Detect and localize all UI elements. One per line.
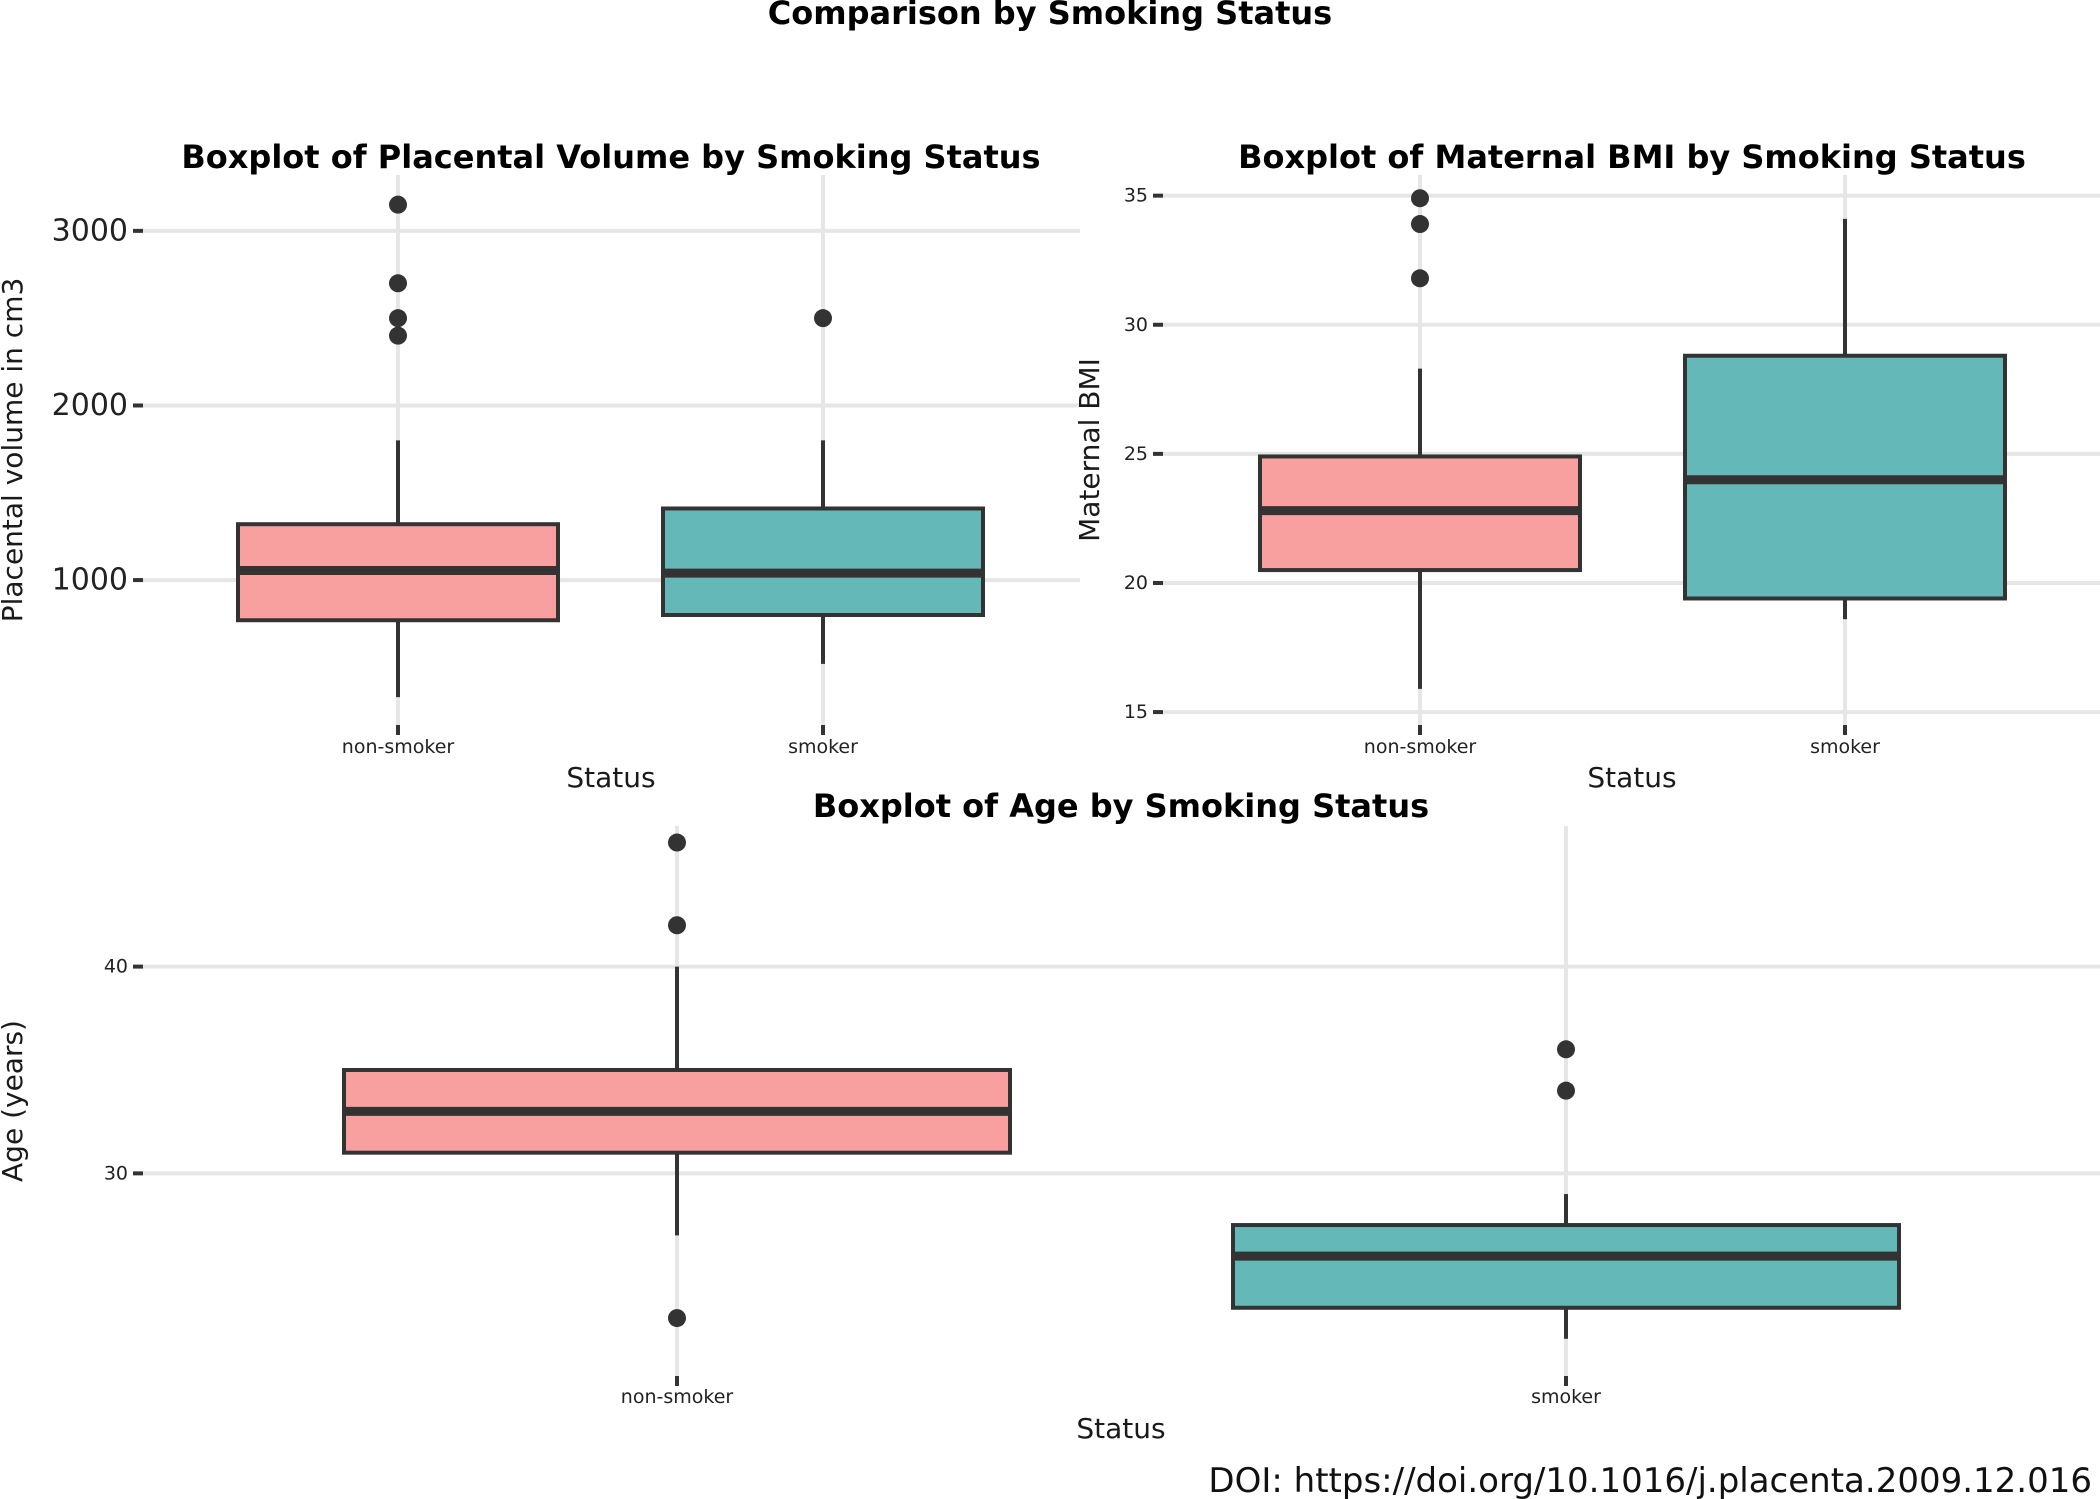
outlier-point: [1557, 1040, 1575, 1059]
y-tick-label: 35: [1124, 185, 1148, 207]
outlier-point: [389, 195, 407, 214]
outlier-point: [668, 916, 686, 935]
y-axis-title: Age (years): [0, 1020, 29, 1182]
box-group-smoker: [1231, 1040, 1901, 1339]
x-tick-label: non-smoker: [1364, 736, 1477, 758]
box-group-non-smoker: [236, 195, 560, 698]
panel-title: Boxplot of Placental Volume by Smoking S…: [181, 138, 1040, 176]
y-tick-label: 30: [1124, 314, 1148, 336]
box-group-smoker: [1683, 218, 2007, 620]
y-axis-title: Maternal BMI: [1073, 358, 1106, 542]
y-tick-label: 30: [104, 1162, 128, 1184]
outlier-point: [668, 1309, 686, 1328]
age-boxplot: 30 40 non-smoker smoker Boxplot of Age by Sm…: [0, 787, 2100, 1445]
y-tick-label: 3000: [52, 213, 128, 248]
x-axis-title: Status: [566, 761, 655, 794]
x-tick-label: smoker: [1810, 736, 1880, 758]
y-tick-label: 2000: [52, 388, 128, 423]
x-axis-title: Status: [1587, 761, 1676, 794]
placental-volume-boxplot: 1000 2000 3000 non-smoker smoker Boxplot of P…: [0, 138, 1080, 794]
x-tick-label: non-smoker: [621, 1386, 734, 1408]
doi-text: DOI: https://doi.org/10.1016/j.placenta.…: [1208, 1461, 2092, 1499]
box-group-non-smoker: [1258, 189, 1582, 689]
y-tick-label: 40: [104, 956, 128, 978]
y-axis-title: Placental volume in cm3: [0, 278, 29, 623]
x-tick-label: smoker: [1531, 1386, 1601, 1408]
outlier-point: [389, 309, 407, 328]
outlier-point: [389, 274, 407, 293]
x-axis-title: Status: [1076, 1412, 1165, 1445]
figure-title: Comparison by Smoking Status: [768, 0, 1332, 32]
outlier-point: [389, 326, 407, 345]
x-tick-label: non-smoker: [342, 736, 455, 758]
x-tick-label: smoker: [788, 736, 858, 758]
box-group-smoker: [661, 309, 985, 664]
outlier-point: [1411, 269, 1429, 288]
y-tick-label: 20: [1124, 572, 1148, 594]
y-tick-label: 25: [1124, 443, 1148, 465]
box-iqr: [1231, 1223, 1901, 1310]
panel-title: Boxplot of Maternal BMI by Smoking Statu…: [1238, 138, 2026, 176]
outlier-point: [814, 309, 832, 328]
box-group-non-smoker: [342, 833, 1012, 1328]
outlier-point: [1411, 215, 1429, 234]
box-iqr: [661, 506, 985, 617]
panel-title: Boxplot of Age by Smoking Status: [813, 787, 1429, 825]
outlier-point: [1557, 1081, 1575, 1100]
outlier-point: [668, 833, 686, 852]
y-tick-label: 1000: [52, 563, 128, 598]
outlier-point: [1411, 189, 1429, 208]
y-tick-label: 15: [1124, 701, 1148, 723]
maternal-bmi-boxplot: 15 20 25 30 35 non-smoker smoker Boxplot of Mat…: [1073, 138, 2100, 794]
